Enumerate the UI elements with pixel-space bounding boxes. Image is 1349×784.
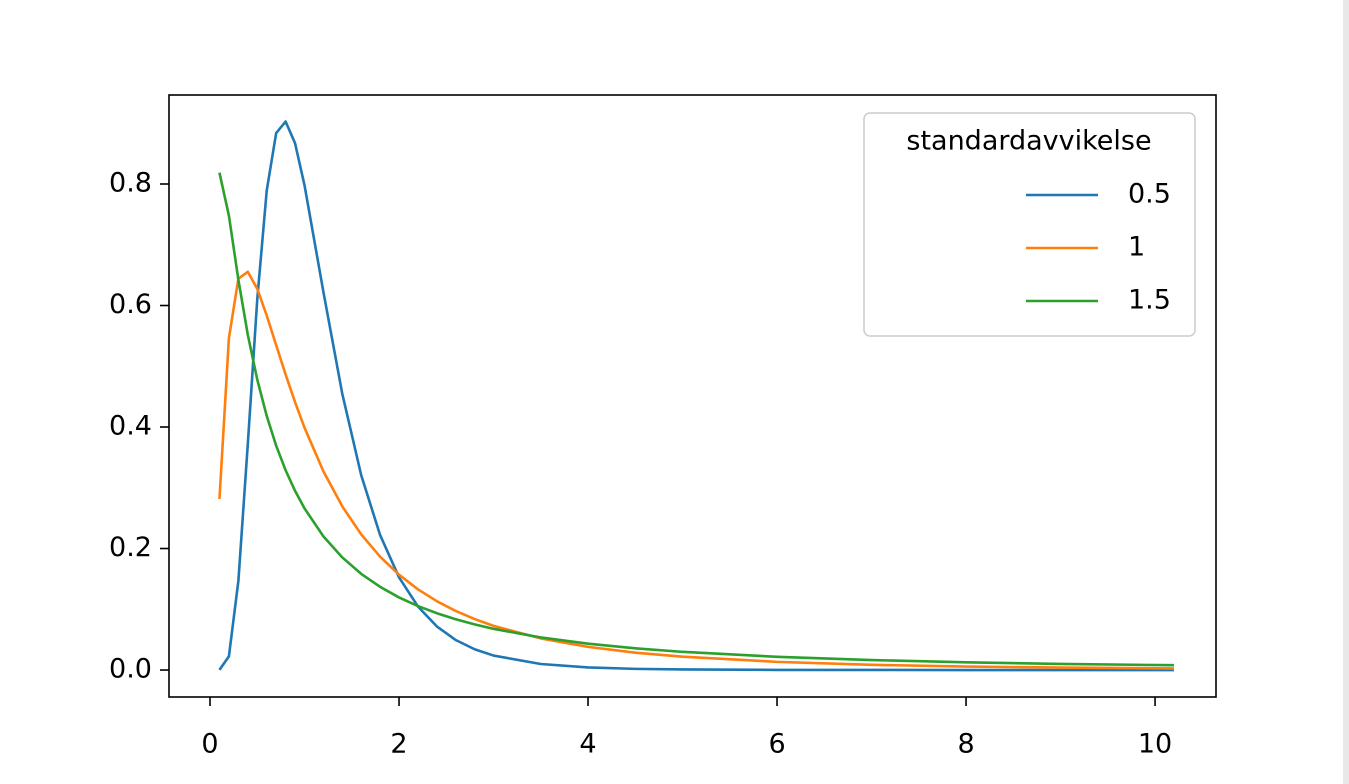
x-tick-label: 10 [1138, 729, 1172, 760]
legend-label: 0.5 [1128, 179, 1171, 210]
y-tick-label: 0.8 [109, 168, 152, 199]
x-tick-label: 0 [201, 729, 218, 760]
legend-label: 1 [1128, 232, 1145, 263]
plot-area [218, 120, 1174, 672]
x-tick-label: 2 [390, 729, 407, 760]
legend-label: 1.5 [1128, 285, 1171, 316]
x-tick-label: 8 [957, 729, 974, 760]
line-series [218, 120, 1174, 672]
axes-frame [168, 94, 1217, 698]
y-tick-label: 0.4 [109, 411, 152, 442]
y-tick-label: 0.6 [109, 289, 152, 320]
y-tick-label: 0.2 [109, 532, 152, 563]
line-series [218, 172, 1174, 667]
legend-title: standardavvikelse [906, 126, 1151, 157]
y-tick-label: 0.0 [109, 654, 152, 685]
x-tick-label: 6 [768, 729, 785, 760]
legend-box [863, 112, 1196, 337]
line-series [218, 270, 1174, 670]
x-tick-label: 4 [579, 729, 596, 760]
legend: standardavvikelse 0.5 1 1.5 [863, 112, 1196, 337]
window-edge [1343, 0, 1349, 784]
